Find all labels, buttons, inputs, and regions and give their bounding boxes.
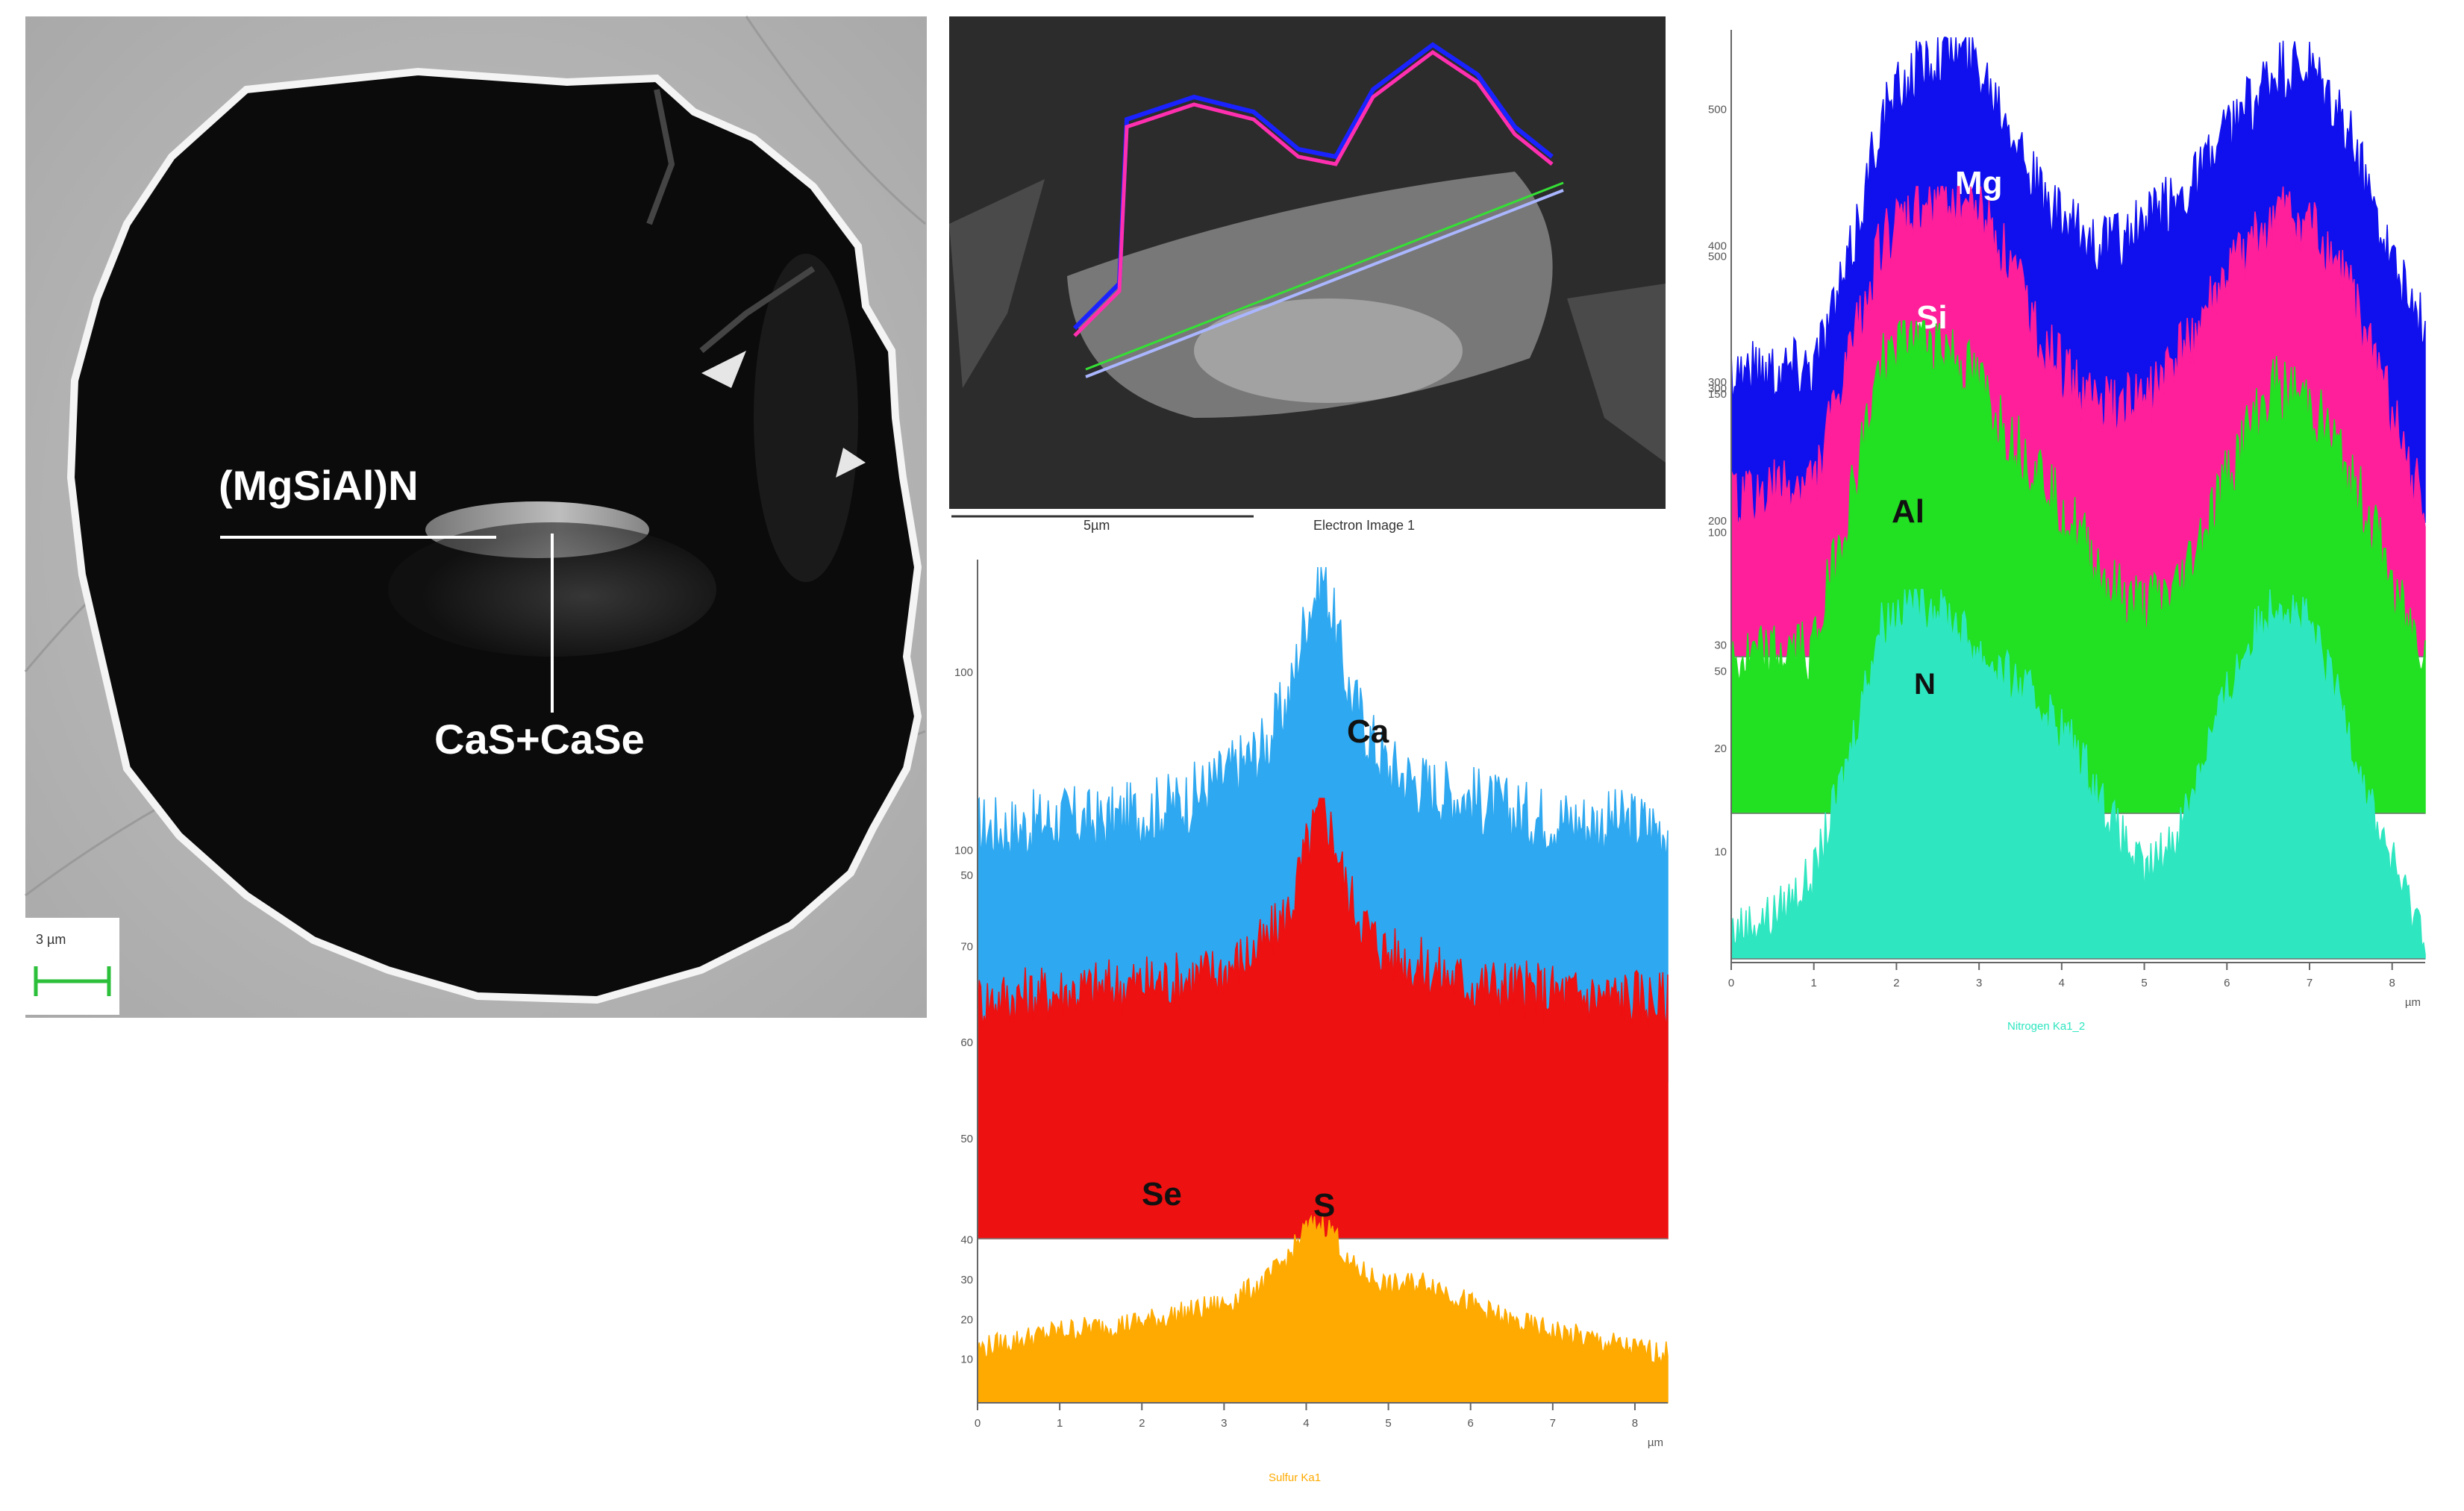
x-tick-label: 1 bbox=[1811, 977, 1817, 989]
y-tick-label: 300 bbox=[1708, 383, 1727, 395]
y-tick-label: 50 bbox=[960, 869, 973, 882]
sem-image-panel: (MgSiAl)N CaS+CaSe 3 µm bbox=[24, 16, 927, 1018]
series-n: 30 20 10 N bbox=[1714, 589, 2426, 960]
x-tick-label: 5 bbox=[1385, 1417, 1391, 1430]
series-label-n: N bbox=[1914, 668, 1936, 701]
x-tick-label: 5 bbox=[2141, 977, 2147, 989]
x-tick-label: 2 bbox=[1139, 1417, 1145, 1430]
y-tick-label: 30 bbox=[1714, 639, 1727, 651]
footer-element-label: Nitrogen Ka1_2 bbox=[2007, 1020, 2085, 1033]
x-tick-label: 0 bbox=[975, 1417, 981, 1430]
x-tick-label: 3 bbox=[1976, 977, 1982, 989]
series-label-se: Se bbox=[1142, 1176, 1182, 1213]
texture-dark bbox=[949, 179, 1666, 463]
x-unit-label: µm bbox=[2405, 996, 2421, 1009]
y-tick-label: 30 bbox=[960, 1274, 973, 1286]
series-label-mg: Mg bbox=[1955, 165, 2003, 201]
x-tick-label: 3 bbox=[1221, 1417, 1227, 1430]
inclusion-phase-label: CaS+CaSe bbox=[434, 716, 645, 763]
y-tick-label: 100 bbox=[1708, 527, 1727, 539]
electron-image-panel: 5µm Electron Image 1 bbox=[949, 16, 1666, 533]
x-tick-label: 1 bbox=[1057, 1417, 1063, 1430]
x-tick-label: 0 bbox=[1728, 977, 1734, 989]
inclusion-lobe bbox=[754, 254, 858, 582]
y-tick-label: 300 bbox=[1708, 376, 1727, 389]
y-tick-label: 10 bbox=[1714, 845, 1727, 858]
y-tick-label: 100 bbox=[954, 666, 973, 679]
x-tick-label: 4 bbox=[1303, 1417, 1309, 1430]
y-tick-label: 500 bbox=[1708, 103, 1727, 116]
y-tick-label: 20 bbox=[960, 1313, 973, 1326]
series-label-s: S bbox=[1313, 1187, 1335, 1224]
series-s: 40 30 20 10 S bbox=[960, 1187, 1669, 1404]
electron-scale-label: 5µm bbox=[1084, 518, 1110, 533]
y-tick-label: 400 bbox=[1708, 240, 1727, 252]
y-tick-label: 200 bbox=[1708, 515, 1727, 528]
y-tick-label: 500 bbox=[1708, 251, 1727, 263]
electron-image-footer bbox=[949, 509, 1666, 531]
y-tick-label: 150 bbox=[1708, 388, 1727, 401]
x-tick-label: 8 bbox=[2389, 977, 2395, 989]
scan-line bbox=[1085, 189, 1564, 378]
y-tick-label: 20 bbox=[1714, 742, 1727, 755]
x-tick-label: 7 bbox=[1550, 1417, 1556, 1430]
y-tick-label: 60 bbox=[960, 1036, 973, 1049]
x-unit-label: µm bbox=[1648, 1436, 1663, 1449]
x-tick-label: 8 bbox=[1632, 1417, 1638, 1430]
series-se: 100 70 60 50 Se bbox=[954, 798, 1669, 1239]
chart-ca-se-s: 100 50 Ca 100 70 60 50 Se 40 30 20 10 S 0 1 2 3 4 5 6 7 8 µm Su… bbox=[954, 560, 1669, 1484]
electron-image-caption: Electron Image 1 bbox=[1313, 518, 1415, 533]
scale-bar: 3 µm bbox=[25, 918, 119, 1015]
scale-bar-label: 3 µm bbox=[36, 932, 66, 947]
overlay-al-trace bbox=[1085, 181, 1564, 371]
matrix-phase-label: (MgSiAl)N bbox=[219, 462, 419, 509]
series-area-s bbox=[977, 1214, 1669, 1404]
bright-specks bbox=[701, 351, 866, 478]
x-tick-label: 6 bbox=[1468, 1417, 1474, 1430]
y-tick-label: 10 bbox=[960, 1354, 973, 1366]
inclusion-core bbox=[1194, 298, 1463, 403]
y-tick-label: 40 bbox=[960, 1234, 973, 1247]
y-tick-label: 50 bbox=[960, 1133, 973, 1145]
particle-cracks bbox=[646, 89, 816, 354]
x-tick-label: 6 bbox=[2224, 977, 2230, 989]
x-tick-label: 7 bbox=[2307, 977, 2313, 989]
x-tick-label: 2 bbox=[1893, 977, 1899, 989]
footer-element-label: Sulfur Ka1 bbox=[1269, 1471, 1321, 1484]
overlay-si-trace bbox=[1073, 49, 1554, 337]
series-area-n bbox=[1730, 589, 2426, 960]
y-tick-label: 100 bbox=[954, 844, 973, 857]
series-label-al: Al bbox=[1892, 493, 1924, 530]
series-label-ca: Ca bbox=[1347, 713, 1389, 750]
y-tick-label: 70 bbox=[960, 940, 973, 953]
series-area-se bbox=[977, 798, 1669, 1239]
y-tick-label: 50 bbox=[1714, 665, 1727, 678]
x-tick-label: 4 bbox=[2059, 977, 2065, 989]
chart-mg-si-al-n: 500400300Mg500300200Si15010050Al302010N0… bbox=[1708, 30, 2426, 1033]
